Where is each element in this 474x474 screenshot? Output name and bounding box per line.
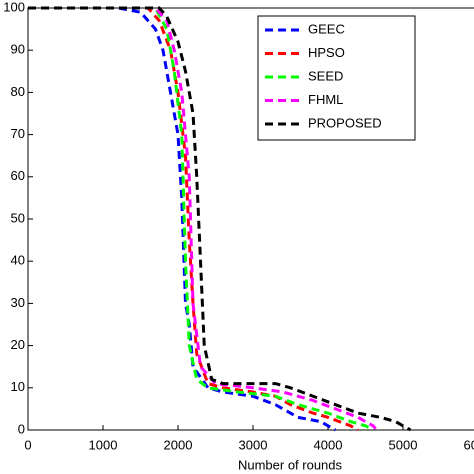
series-line xyxy=(28,6,374,432)
legend-label: HPSO xyxy=(308,45,345,60)
x-tick-label: 1000 xyxy=(89,437,118,452)
y-tick-label: 20 xyxy=(11,337,25,352)
x-tick-label: 3000 xyxy=(239,437,268,452)
series-line xyxy=(28,6,378,431)
y-tick-label: 80 xyxy=(11,84,25,99)
x-tick-label: 6000 xyxy=(464,437,474,452)
legend-label: SEED xyxy=(308,68,343,83)
y-tick-label: 40 xyxy=(11,253,25,268)
y-tick-label: 100 xyxy=(3,0,25,14)
y-tick-label: 70 xyxy=(11,126,25,141)
x-tick-label: 2000 xyxy=(164,437,193,452)
legend: GEEC HPSO SEED FHML PROPOSED xyxy=(257,15,416,141)
legend-label: PROPOSED xyxy=(308,115,382,130)
x-axis-label: Number of rounds xyxy=(238,457,343,472)
y-tick-label: 0 xyxy=(18,421,25,436)
x-tick-label: 0 xyxy=(24,437,31,452)
x-tick-label: 4000 xyxy=(314,437,343,452)
y-tick-label: 60 xyxy=(11,168,25,183)
legend-label: FHML xyxy=(308,92,343,107)
x-tick-label: 5000 xyxy=(389,437,418,452)
y-tick-label: 50 xyxy=(11,210,25,225)
series-line xyxy=(28,6,412,432)
legend-label: GEEC xyxy=(308,21,345,36)
y-tick-label: 10 xyxy=(11,379,25,394)
y-tick-label: 30 xyxy=(11,295,25,310)
y-tick-label: 90 xyxy=(11,42,25,57)
series-line xyxy=(28,6,359,432)
